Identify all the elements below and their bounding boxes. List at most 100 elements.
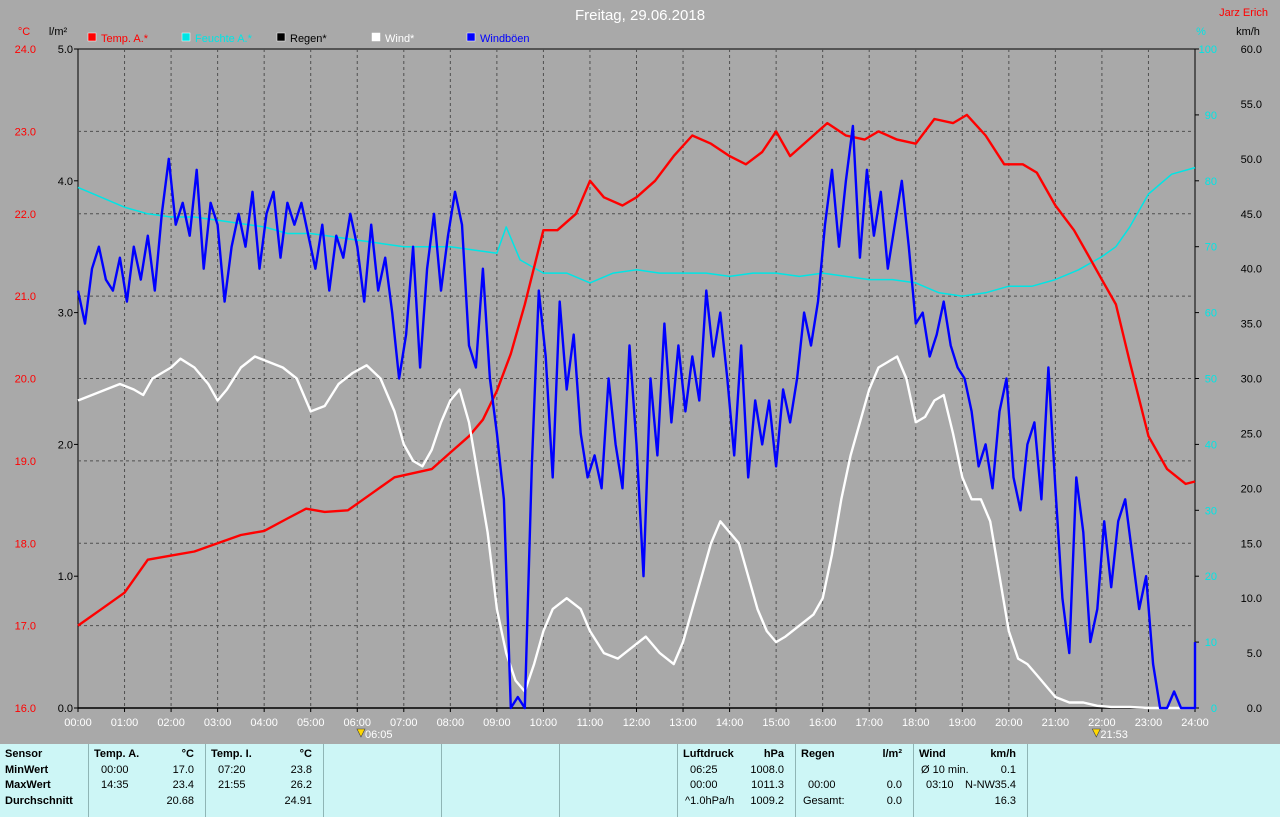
x-tick-label: 15:00 bbox=[762, 717, 790, 729]
author-label: Jarz Erich bbox=[1219, 7, 1268, 19]
series-line bbox=[77, 355, 1195, 710]
x-tick-label: 13:00 bbox=[669, 717, 697, 729]
x-tick-label: 23:00 bbox=[1135, 717, 1163, 729]
sensor-label: Sensor bbox=[5, 748, 43, 760]
rain-axis-tick-label: 0.0 bbox=[58, 703, 73, 715]
wind-axis-tick-label: 30.0 bbox=[1241, 374, 1262, 386]
wind-max-value: 35.4 bbox=[994, 779, 1016, 791]
stats-empty-column-3 bbox=[560, 744, 678, 817]
rain-axis-unit: l/m² bbox=[49, 26, 68, 38]
wind-unit: km/h bbox=[990, 748, 1016, 760]
pressure-min-time: 06:25 bbox=[690, 763, 718, 776]
tempI-max-value: 26.2 bbox=[290, 779, 312, 791]
x-tick-label: 24:00 bbox=[1181, 717, 1209, 729]
pressure-unit: hPa bbox=[763, 748, 784, 760]
x-tick-label: 22:00 bbox=[1088, 717, 1116, 729]
wind-axis-tick-label: 10.0 bbox=[1241, 593, 1262, 605]
stats-tempI-column: Temp. I. °C 07:20 23.8 21:55 26.2 24.91 bbox=[206, 744, 324, 817]
time-marker-icon bbox=[356, 728, 366, 738]
wind-axis-unit: km/h bbox=[1236, 26, 1260, 38]
legend-label: Wind* bbox=[385, 33, 415, 45]
stats-pressure-column: Luftdruck hPa 06:25 1008.0 00:00 1011.3 ^1.… bbox=[678, 744, 796, 817]
time-marker-label: 21:53 bbox=[1100, 729, 1128, 741]
legend-swatch bbox=[181, 32, 191, 42]
pressure-trend: ^1.0hPa/h bbox=[685, 794, 735, 807]
min-row-label: MinWert bbox=[5, 763, 49, 776]
x-tick-label: 08:00 bbox=[437, 717, 465, 729]
temp-axis-tick-label: 18.0 bbox=[15, 538, 36, 550]
rain-unit: l/m² bbox=[882, 748, 902, 760]
wind-axis-tick-label: 50.0 bbox=[1241, 154, 1262, 166]
temp-axis-tick-label: 19.0 bbox=[15, 456, 36, 468]
humidity-axis-unit: % bbox=[1196, 26, 1206, 38]
humidity-axis-tick-label: 60 bbox=[1205, 308, 1217, 320]
tempI-unit: °C bbox=[299, 748, 312, 760]
chart-title: Freitag, 29.06.2018 bbox=[575, 7, 705, 24]
x-tick-label: 10:00 bbox=[530, 717, 558, 729]
tempA-label: Temp. A. bbox=[94, 748, 140, 760]
wind-axis-tick-label: 5.0 bbox=[1247, 648, 1262, 660]
x-tick-label: 00:00 bbox=[64, 717, 92, 729]
tempI-min-value: 23.8 bbox=[290, 763, 312, 776]
pressure-label: Luftdruck bbox=[683, 748, 734, 760]
stats-rain-column: Regen l/m² 00:00 0.0 Gesamt: 0.0 bbox=[796, 744, 914, 817]
x-tick-label: 06:00 bbox=[343, 717, 371, 729]
temp-axis-unit: °C bbox=[18, 26, 30, 38]
humidity-axis-tick-label: 30 bbox=[1205, 505, 1217, 517]
time-marker-label: 06:05 bbox=[365, 729, 393, 741]
x-tick-label: 14:00 bbox=[716, 717, 744, 729]
legend-swatch bbox=[276, 32, 286, 42]
series-line bbox=[76, 124, 1197, 710]
wind-axis-tick-label: 35.0 bbox=[1241, 319, 1262, 331]
rain-axis-tick-label: 3.0 bbox=[58, 308, 73, 320]
pressure-min-value: 1008.0 bbox=[750, 763, 784, 776]
humidity-axis-tick-label: 0 bbox=[1211, 703, 1217, 715]
legend-swatch bbox=[466, 32, 476, 42]
legend-swatch bbox=[371, 32, 381, 42]
x-tick-label: 21:00 bbox=[1042, 717, 1070, 729]
rain-axis-tick-label: 4.0 bbox=[58, 176, 73, 188]
legend-label: Temp. A.* bbox=[101, 33, 149, 45]
pressure-max-value: 1011.3 bbox=[751, 779, 784, 791]
x-tick-label: 09:00 bbox=[483, 717, 511, 729]
max-row-label: MaxWert bbox=[5, 779, 51, 791]
legend-swatch bbox=[87, 32, 97, 42]
rain-max-value: 0.0 bbox=[886, 779, 902, 791]
pressure-trend-value: 1009.2 bbox=[750, 794, 784, 807]
humidity-axis-tick-label: 50 bbox=[1205, 374, 1217, 386]
tempI-max-time: 21:55 bbox=[218, 779, 246, 791]
rain-axis-tick-label: 2.0 bbox=[58, 439, 73, 451]
humidity-axis-tick-label: 20 bbox=[1205, 571, 1217, 583]
wind-axis-tick-label: 20.0 bbox=[1241, 483, 1262, 495]
time-marker-icon bbox=[1091, 728, 1101, 738]
legend-label: Feuchte A.* bbox=[195, 33, 253, 45]
tempA-max-value: 23.4 bbox=[172, 779, 194, 791]
stats-sensor-column: Sensor MinWert MaxWert Durchschnitt bbox=[0, 744, 89, 817]
tempA-avg-value: 20.68 bbox=[166, 794, 194, 807]
tempI-label: Temp. I. bbox=[211, 748, 252, 760]
wind-axis-tick-label: 60.0 bbox=[1241, 44, 1262, 56]
legend-label: Windböen bbox=[480, 33, 530, 45]
x-tick-label: 07:00 bbox=[390, 717, 418, 729]
wind-avg10-label: Ø 10 min. bbox=[921, 763, 969, 776]
wind-axis-tick-label: 25.0 bbox=[1241, 428, 1262, 440]
temp-axis-tick-label: 24.0 bbox=[15, 44, 36, 56]
rain-total-value: 0.0 bbox=[886, 794, 902, 807]
stats-wind-column: Wind km/h Ø 10 min. 0.1 03:10 N-NW 35.4 16.3 bbox=[914, 744, 1028, 817]
tempI-avg-value: 24.91 bbox=[284, 794, 312, 807]
stats-panel: Sensor MinWert MaxWert Durchschnitt Temp… bbox=[0, 744, 1280, 817]
wind-axis-tick-label: 40.0 bbox=[1241, 264, 1262, 276]
avg-row-label: Durchschnitt bbox=[5, 794, 73, 807]
wind-avg10-value: 0.1 bbox=[1000, 763, 1016, 776]
humidity-axis-tick-label: 100 bbox=[1199, 44, 1217, 56]
wind-axis-tick-label: 45.0 bbox=[1241, 209, 1262, 221]
x-tick-label: 03:00 bbox=[204, 717, 232, 729]
x-tick-label: 05:00 bbox=[297, 717, 325, 729]
wind-max-time: 03:10 bbox=[926, 779, 954, 791]
temp-axis-tick-label: 23.0 bbox=[15, 126, 36, 138]
tempA-min-value: 17.0 bbox=[172, 763, 194, 776]
wind-axis-tick-label: 55.0 bbox=[1241, 99, 1262, 111]
temp-axis-tick-label: 21.0 bbox=[15, 291, 36, 303]
wind-avg-value: 16.3 bbox=[994, 794, 1016, 807]
wind-max-direction: N-NW bbox=[965, 779, 995, 791]
